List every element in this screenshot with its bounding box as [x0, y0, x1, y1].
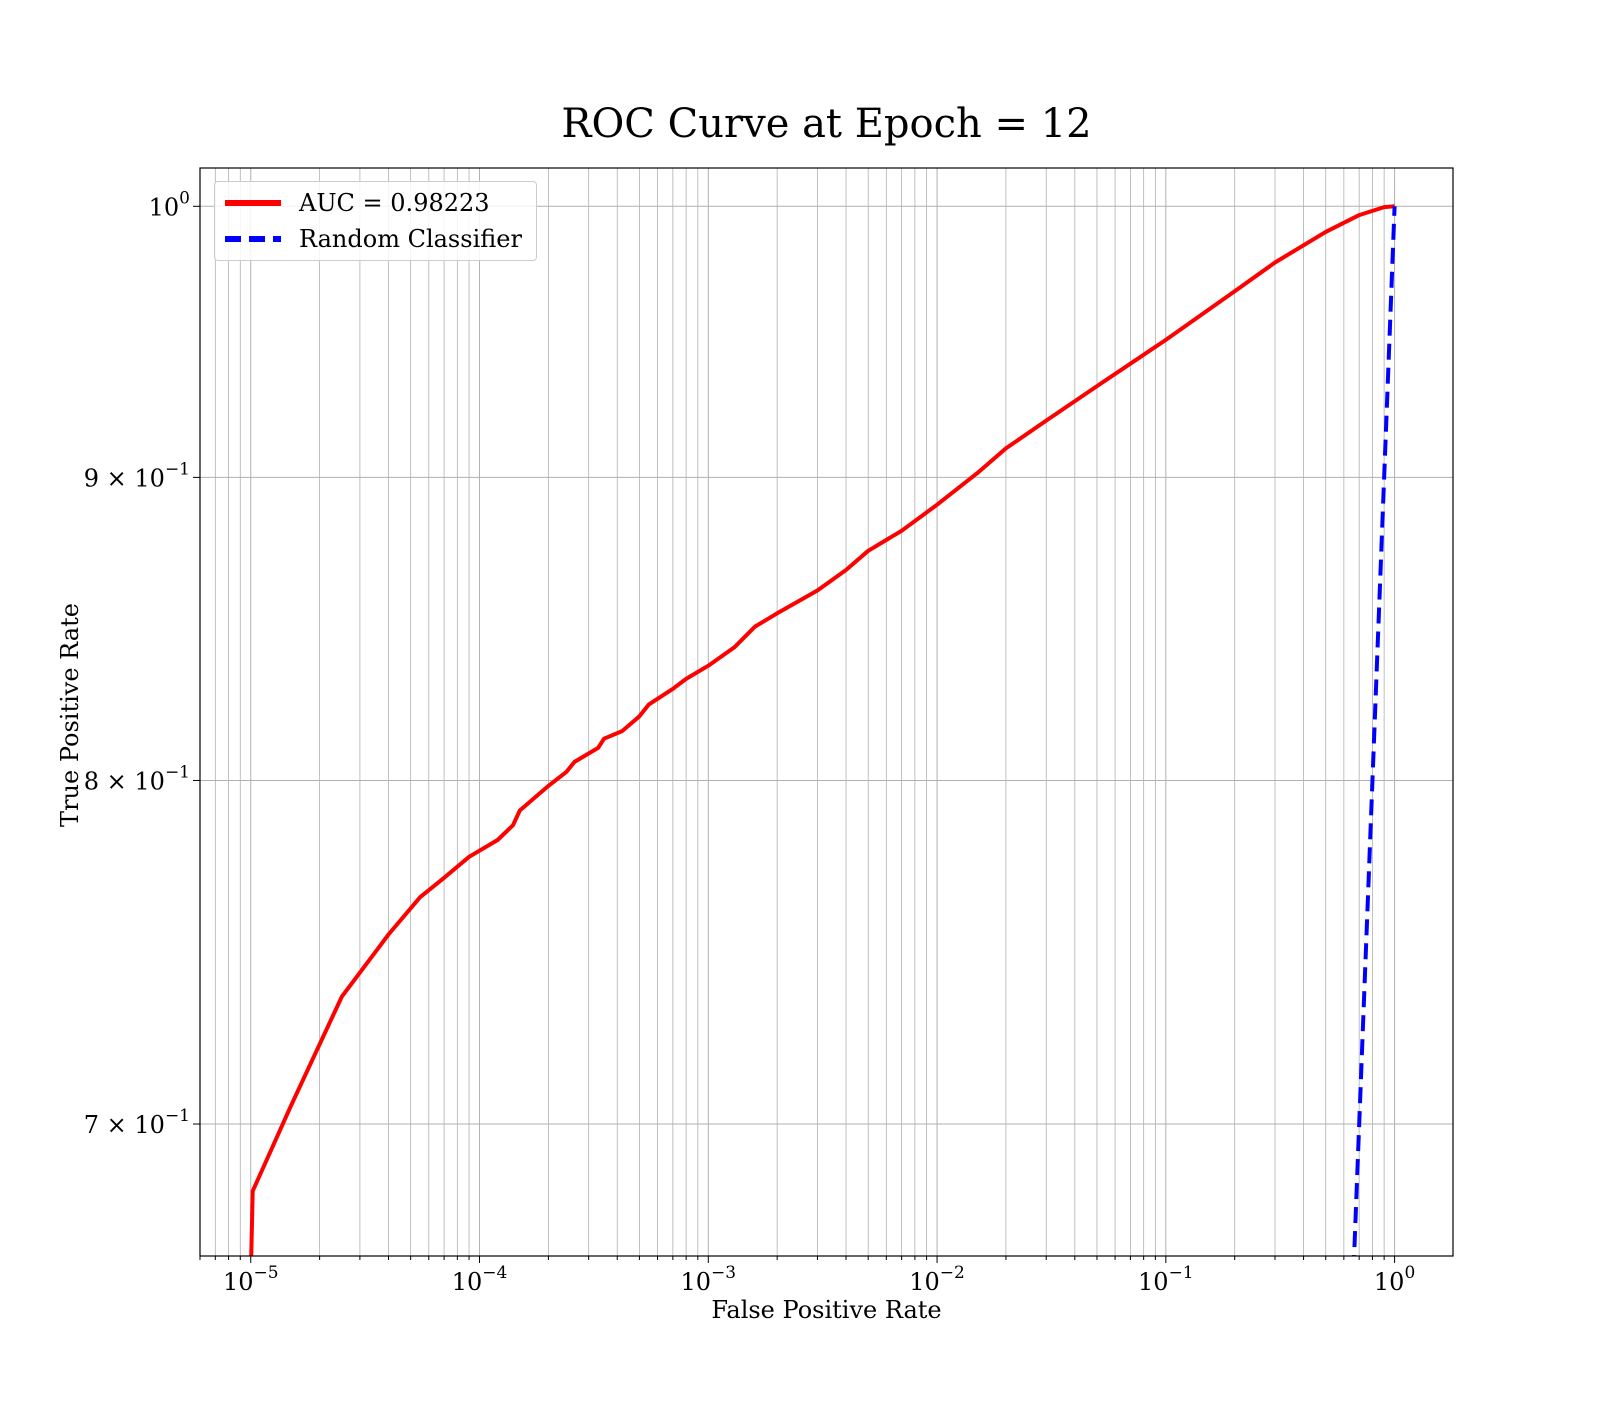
y-tick-label: 8 × 10−1: [84, 762, 190, 795]
legend-swatch-auc: [225, 200, 281, 206]
y-axis-label: True Positive Rate: [56, 603, 84, 827]
legend: AUC = 0.98223 Random Classifier: [214, 181, 537, 261]
y-tick-label: 100: [149, 188, 190, 221]
x-tick-label: 10−5: [223, 1263, 279, 1296]
x-tick-label: 100: [1374, 1263, 1415, 1296]
legend-swatch-random: [225, 236, 281, 242]
grid-lines: [199, 168, 1453, 1256]
series-layer: [249, 204, 1397, 1256]
x-tick-label: 10−4: [452, 1263, 508, 1296]
chart-title: ROC Curve at Epoch = 12: [561, 101, 1092, 147]
random-classifier-line: [1352, 206, 1397, 1256]
plot-frame: [199, 167, 1454, 1257]
x-tick-label: 10−1: [1138, 1263, 1194, 1296]
legend-entry-auc: AUC = 0.98223: [225, 188, 490, 218]
y-tick-label: 7 × 10−1: [84, 1106, 190, 1139]
legend-entry-random: Random Classifier: [225, 224, 522, 254]
x-axis-label: False Positive Rate: [711, 1296, 942, 1324]
legend-label-random: Random Classifier: [299, 225, 522, 253]
x-tick-label: 10−3: [680, 1263, 736, 1296]
y-tick-label: 9 × 10−1: [84, 459, 190, 492]
x-tick-label: 10−2: [909, 1263, 965, 1296]
roc-curve-line: [249, 204, 1395, 1256]
axis-ticks: 100 9 × 10−1 8 × 10−1 7 × 10−1 10−5 10−4 10−3 1…: [84, 188, 1416, 1296]
legend-label-auc: AUC = 0.98223: [299, 189, 490, 217]
